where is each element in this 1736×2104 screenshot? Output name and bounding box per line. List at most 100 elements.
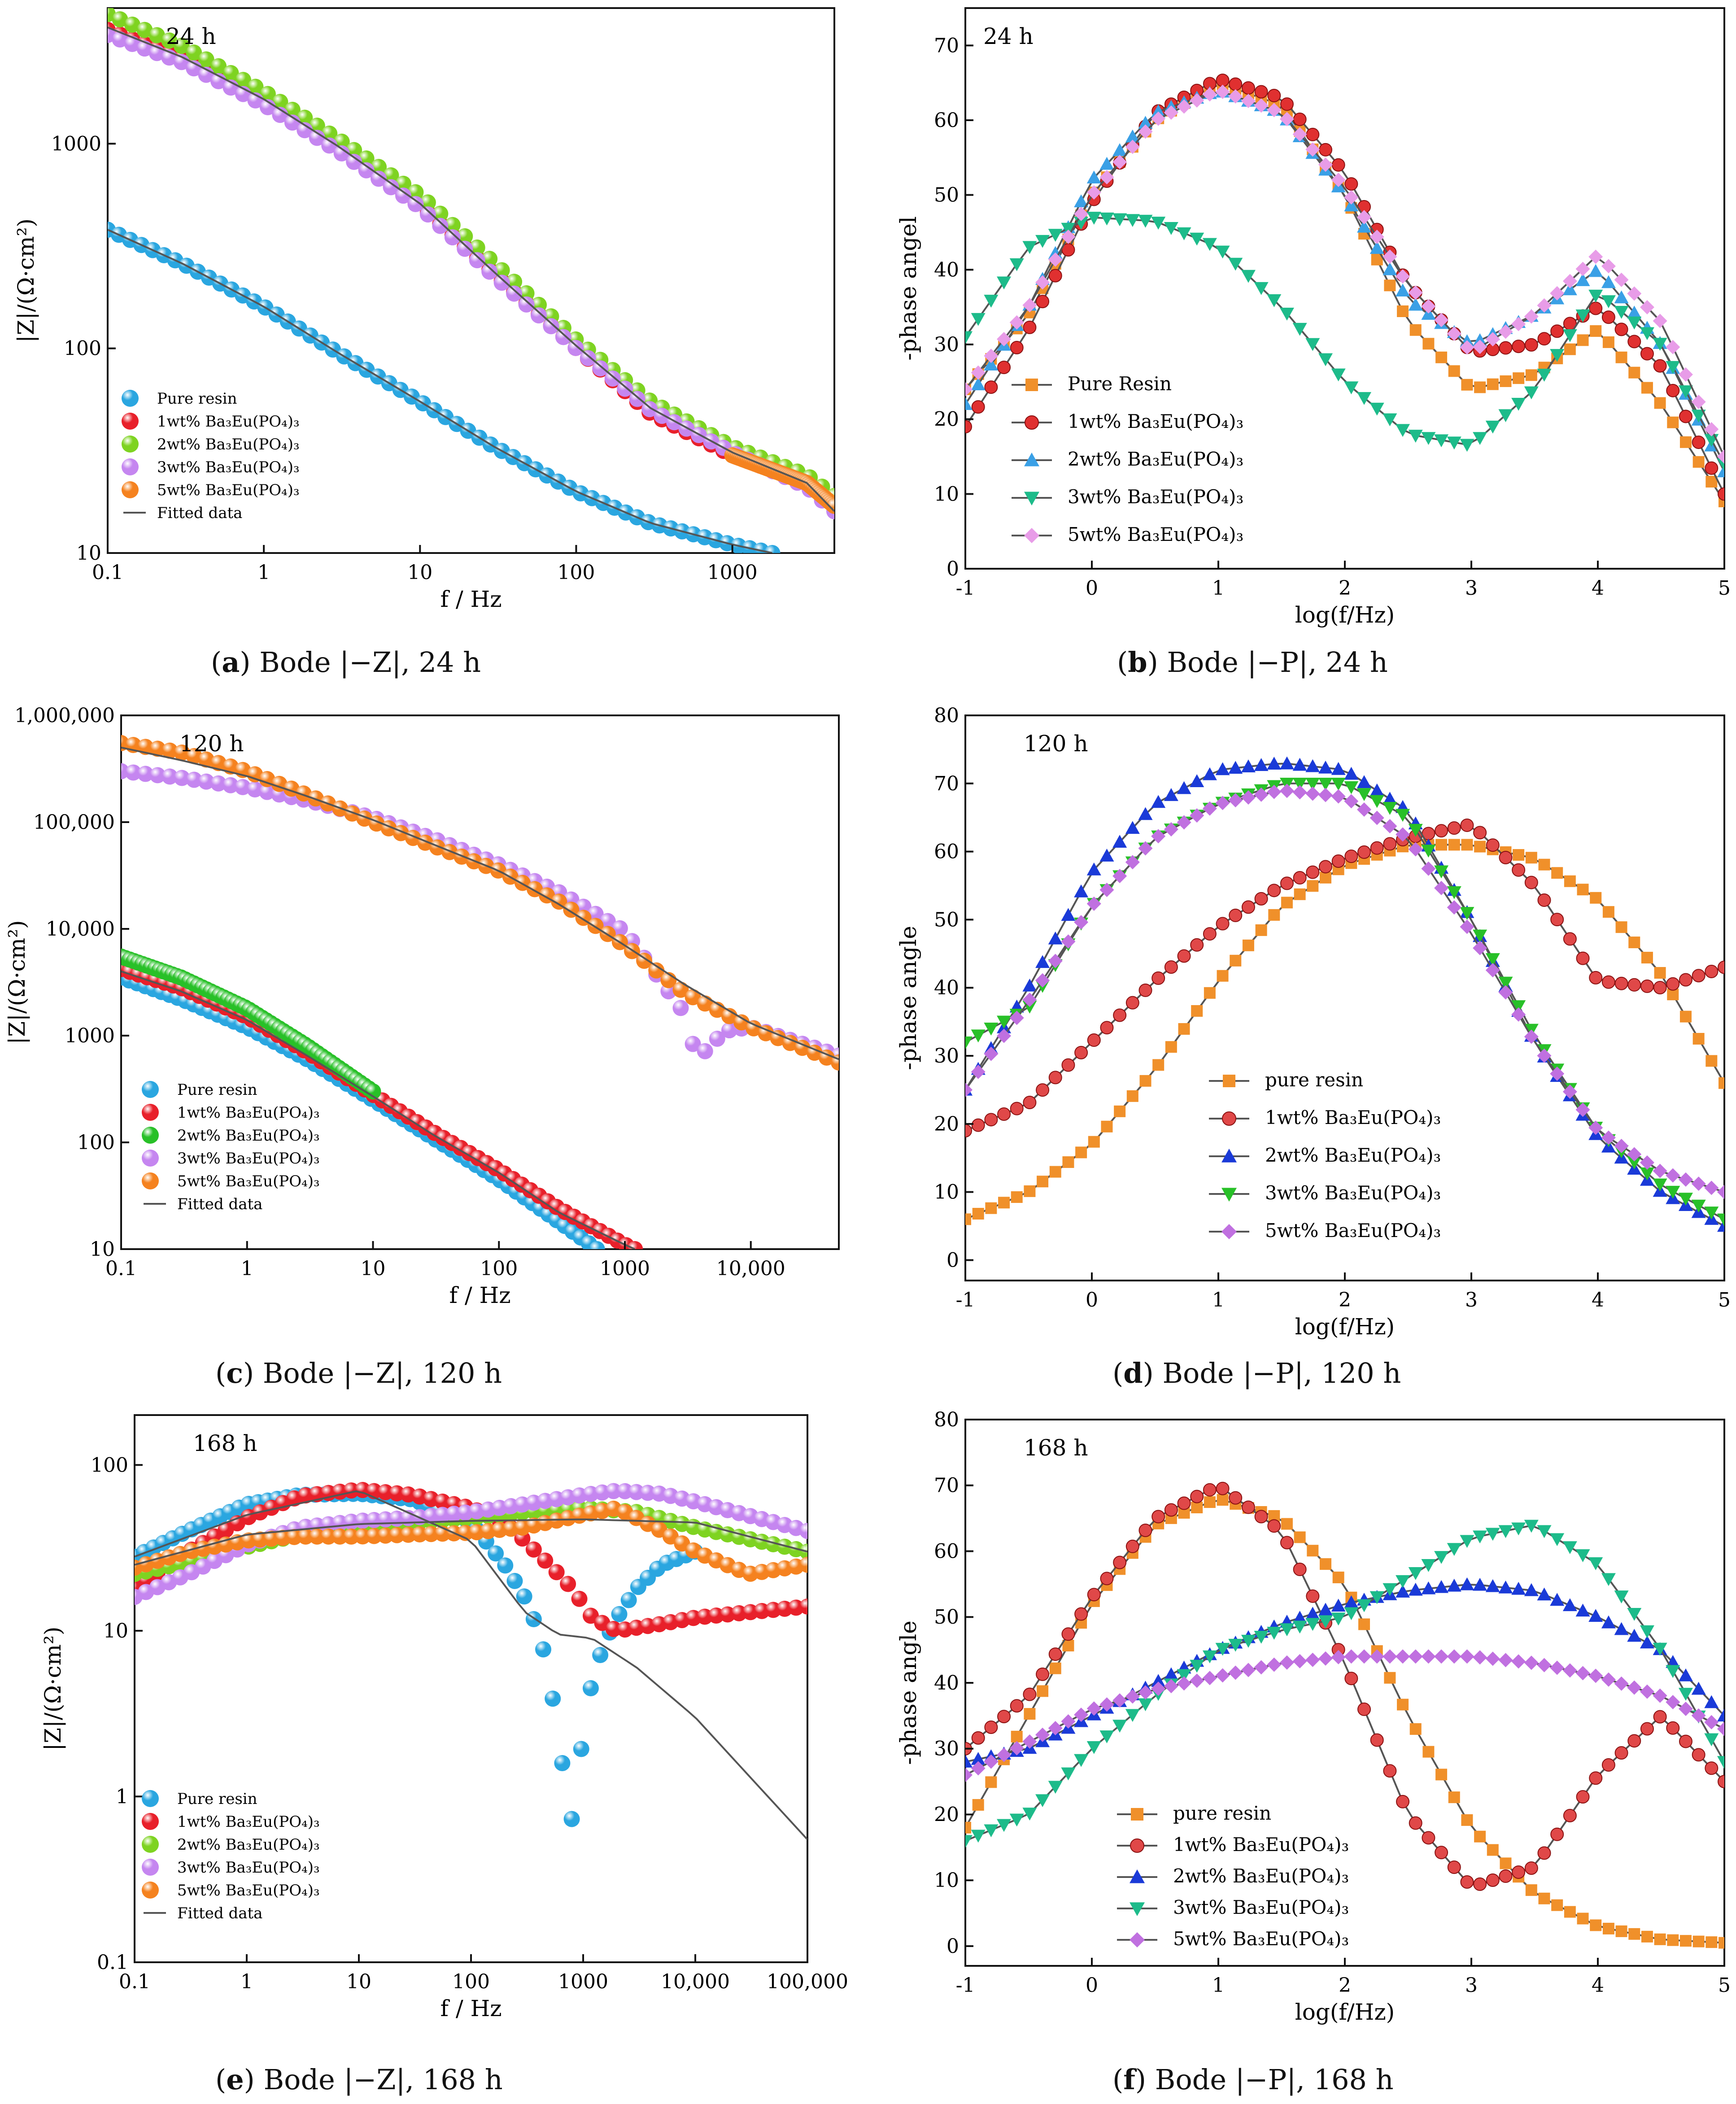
data-point	[1267, 294, 1282, 307]
data-point	[1318, 143, 1332, 157]
data-point	[1190, 1490, 1204, 1503]
x-tick-label: 10	[346, 1970, 371, 1993]
data-point	[1498, 1653, 1513, 1668]
data-point	[1305, 1618, 1320, 1631]
data-point	[611, 920, 628, 937]
data-point	[985, 1776, 997, 1788]
data-point	[1383, 819, 1397, 834]
data-point	[984, 295, 999, 308]
y-tick-label: 0	[947, 558, 959, 580]
data-point	[1125, 855, 1140, 870]
data-point	[1537, 298, 1552, 313]
data-point	[1640, 1635, 1654, 1649]
data-point	[161, 32, 178, 49]
data-point	[1022, 1808, 1037, 1821]
data-point	[1049, 1662, 1061, 1674]
data-point	[1500, 1857, 1512, 1869]
chart-c: 0.1 1 10 100 1000 10,000 10 100 1000 10,000 100,00…	[4, 704, 840, 1308]
legend-label: 2wt% Ba₃Eu(PO₄)₃	[1068, 448, 1243, 470]
data-point	[1537, 1658, 1552, 1673]
y-tick-label: 60	[934, 1540, 959, 1563]
data-point	[1601, 1758, 1615, 1772]
data-point	[488, 1545, 504, 1562]
y-axis-label: -phase angle	[895, 926, 921, 1070]
data-point	[1485, 963, 1500, 978]
data-point	[1344, 177, 1358, 191]
series-3	[965, 1520, 1724, 1848]
data-point	[1498, 1525, 1513, 1538]
data-point	[198, 751, 214, 768]
x-tick-label: 1	[1212, 1974, 1225, 1997]
data-point	[1422, 338, 1435, 350]
data-point	[1691, 394, 1706, 409]
data-point	[1396, 1795, 1410, 1808]
y-tick-label: 70	[934, 772, 959, 795]
data-point	[423, 1526, 440, 1542]
legend-marker	[1024, 453, 1039, 466]
data-point	[1614, 272, 1629, 287]
data-point	[1628, 366, 1640, 379]
data-point	[1524, 1583, 1539, 1596]
data-point	[1589, 301, 1603, 315]
data-point	[1048, 252, 1063, 267]
legend: Pure Resin 1wt% Ba₃Eu(PO₄)₃ 2wt% Ba₃Eu(PO₄…	[1012, 373, 1243, 545]
y-tick-label: 20	[934, 408, 959, 431]
x-tick-label: 1	[257, 561, 270, 584]
data-point	[1099, 1730, 1114, 1743]
data-point	[1435, 351, 1448, 363]
y-tick-label: 0	[947, 1935, 959, 1958]
data-point	[388, 1527, 405, 1543]
data-point	[1370, 1733, 1384, 1747]
data-point	[1086, 896, 1101, 911]
y-tick-label: 10	[934, 1181, 959, 1204]
data-point	[1075, 1146, 1087, 1159]
caption-d-letter: d	[1123, 1357, 1143, 1390]
data-point	[1306, 1589, 1320, 1603]
data-point	[124, 36, 140, 52]
data-point	[1460, 919, 1474, 934]
data-point	[1241, 1500, 1255, 1514]
data-point	[971, 1118, 985, 1132]
data-point	[1370, 1591, 1384, 1604]
data-point	[1217, 1494, 1229, 1506]
data-point	[1717, 1756, 1724, 1769]
data-point	[1099, 157, 1114, 170]
data-point	[1357, 210, 1372, 225]
data-point	[611, 1606, 628, 1622]
data-point	[1614, 322, 1628, 336]
data-point	[1421, 861, 1436, 876]
data-point	[1640, 1167, 1654, 1181]
data-point	[1447, 886, 1461, 899]
data-point	[1190, 938, 1204, 952]
data-point	[1474, 1830, 1486, 1843]
data-point	[1563, 932, 1577, 946]
data-point	[1318, 1603, 1333, 1616]
data-point	[1281, 897, 1293, 909]
data-point	[1487, 1844, 1499, 1856]
x-tick-label: 10,000	[661, 1970, 730, 1993]
data-point	[1396, 424, 1410, 437]
data-point	[1679, 1935, 1692, 1947]
data-point	[589, 1241, 605, 1249]
x-tick-label: -1	[956, 1974, 975, 1997]
data-point	[1292, 758, 1307, 771]
data-point	[1331, 1612, 1346, 1626]
data-point	[1229, 908, 1243, 922]
data-point	[1550, 1593, 1565, 1606]
legend-label: 1wt% Ba₃Eu(PO₄)₃	[177, 1813, 320, 1831]
data-point	[1550, 1660, 1565, 1675]
data-point	[1524, 1520, 1539, 1533]
data-point	[1460, 1577, 1474, 1590]
data-point	[685, 989, 701, 1006]
data-point	[1357, 775, 1372, 788]
data-point	[1331, 1650, 1346, 1664]
series-1	[965, 818, 1724, 1138]
data-point	[1203, 927, 1217, 941]
data-point	[1215, 1668, 1230, 1683]
data-point	[247, 781, 263, 797]
data-point	[1086, 212, 1101, 225]
data-point	[354, 1528, 371, 1545]
data-point	[1112, 1720, 1127, 1733]
data-point	[1279, 1623, 1294, 1637]
data-point	[1268, 909, 1280, 921]
